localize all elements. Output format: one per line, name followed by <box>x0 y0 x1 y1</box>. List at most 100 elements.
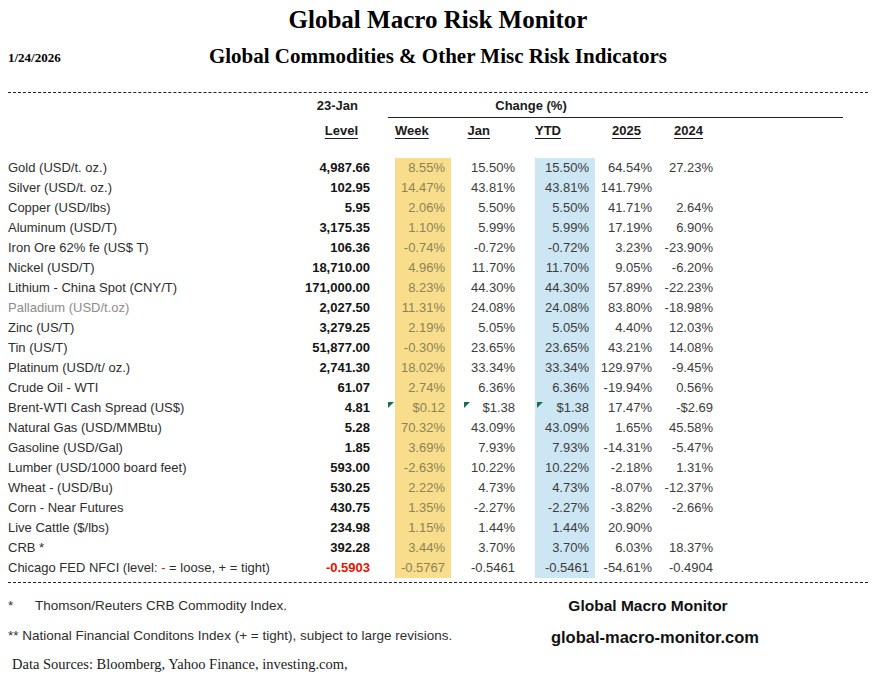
ytd-change-value: $1.38 <box>535 398 595 418</box>
level-date-header: 23-Jan <box>296 97 374 115</box>
week-change-value: 3.69% <box>395 438 451 458</box>
footnote-crb: *Thomson/Reuters CRB Commodity Index. <box>8 598 287 613</box>
jan-change-value: 5.05% <box>451 318 517 338</box>
jan-change-value: 5.50% <box>451 198 517 218</box>
week-change-value: 2.06% <box>395 198 451 218</box>
2024-change-value: -23.90% <box>655 238 715 258</box>
2025-change-value: 17.19% <box>595 218 655 238</box>
2024-change-value <box>655 178 715 198</box>
2025-change-value: -3.82% <box>595 498 655 518</box>
table-row: Chicago FED NFCI (level: - = loose, + = … <box>0 558 876 578</box>
jan-change-value: 6.36% <box>451 378 517 398</box>
week-change-value: 8.55% <box>395 158 451 178</box>
2025-change-value: 83.80% <box>595 298 655 318</box>
level-value: 171,000.00 <box>296 278 374 298</box>
row-label: Wheat - (USD/Bu) <box>0 478 296 498</box>
row-label: Natural Gas (USD/MMBtu) <box>0 418 296 438</box>
level-value: 5.95 <box>296 198 374 218</box>
table-row: Copper (USD/lbs) 5.95 2.06% 5.50% 5.50% … <box>0 198 876 218</box>
table-row: Lithium - China Spot (CNY/T) 171,000.00 … <box>0 278 876 298</box>
jan-change-value: -0.72% <box>451 238 517 258</box>
2025-change-value: 141.79% <box>595 178 655 198</box>
table-row: Nickel (USD/T) 18,710.00 4.96% 11.70% 11… <box>0 258 876 278</box>
jan-change-value: 11.70% <box>451 258 517 278</box>
jan-change-value: 5.99% <box>451 218 517 238</box>
row-label: Crude Oil - WTI <box>0 378 296 398</box>
week-change-value: 70.32% <box>395 418 451 438</box>
2025-change-value: 4.40% <box>595 318 655 338</box>
row-label: Silver (USD/t. oz.) <box>0 178 296 198</box>
ytd-change-value: 11.70% <box>535 258 595 278</box>
table-row: Aluminum (USD/T) 3,175.35 1.10% 5.99% 5.… <box>0 218 876 238</box>
week-change-value: 14.47% <box>395 178 451 198</box>
page-subtitle: Global Commodities & Other Misc Risk Ind… <box>0 44 876 69</box>
2024-change-value: 45.58% <box>655 418 715 438</box>
2025-change-value: 41.71% <box>595 198 655 218</box>
row-label: Brent-WTI Cash Spread (US$) <box>0 398 296 418</box>
jan-change-value: 7.93% <box>451 438 517 458</box>
level-value: 4.81 <box>296 398 374 418</box>
row-label: Zinc (US/T) <box>0 318 296 338</box>
table-row: Lumber (USD/1000 board feet) 593.00 -2.6… <box>0 458 876 478</box>
week-change-value: 2.74% <box>395 378 451 398</box>
jan-change-value: -2.27% <box>451 498 517 518</box>
jan-change-value: 43.81% <box>451 178 517 198</box>
2025-column-header: 2025 <box>595 122 655 140</box>
2024-column-header: 2024 <box>655 122 715 140</box>
footnote-asterisk: * <box>8 598 35 613</box>
level-value: 593.00 <box>296 458 374 478</box>
table-row: Iron Ore 62% fe (US$ T) 106.36 -0.74% -0… <box>0 238 876 258</box>
table-row: Palladium (USD/t.oz) 2,027.50 11.31% 24.… <box>0 298 876 318</box>
2024-change-value: -12.37% <box>655 478 715 498</box>
2025-change-value: 9.05% <box>595 258 655 278</box>
ytd-change-value: 43.09% <box>535 418 595 438</box>
2025-change-value: -19.94% <box>595 378 655 398</box>
week-change-value: 1.15% <box>395 518 451 538</box>
ytd-change-value: 5.99% <box>535 218 595 238</box>
top-divider <box>8 92 868 93</box>
row-label: Tin (US/T) <box>0 338 296 358</box>
2024-change-value: 12.03% <box>655 318 715 338</box>
ytd-change-value: 23.65% <box>535 338 595 358</box>
2025-change-value: -8.07% <box>595 478 655 498</box>
ytd-change-value: 33.34% <box>535 358 595 378</box>
ytd-change-value: 24.08% <box>535 298 595 318</box>
table-row: Gasoline (USD/Gal) 1.85 3.69% 7.93% 7.93… <box>0 438 876 458</box>
week-change-value: 2.19% <box>395 318 451 338</box>
week-change-value: -0.5767 <box>395 558 451 578</box>
level-value: 2,027.50 <box>296 298 374 318</box>
2024-change-value: 0.56% <box>655 378 715 398</box>
2025-change-value: 64.54% <box>595 158 655 178</box>
ytd-change-value: 5.50% <box>535 198 595 218</box>
row-label: Chicago FED NFCI (level: - = loose, + = … <box>0 558 296 578</box>
jan-change-value: 23.65% <box>451 338 517 358</box>
table-row: Corn - Near Futures 430.75 1.35% -2.27% … <box>0 498 876 518</box>
level-value: 102.95 <box>296 178 374 198</box>
2025-change-value: 17.47% <box>595 398 655 418</box>
bottom-divider <box>8 582 868 583</box>
week-change-value: 3.44% <box>395 538 451 558</box>
ytd-change-value: 6.36% <box>535 378 595 398</box>
week-change-value: 11.31% <box>395 298 451 318</box>
ytd-change-value: 1.44% <box>535 518 595 538</box>
table-body: Gold (USD/t. oz.) 4,987.66 8.55% 15.50% … <box>0 158 876 578</box>
2024-change-value: 1.31% <box>655 458 715 478</box>
table-row: Natural Gas (USD/MMBtu) 5.28 70.32% 43.0… <box>0 418 876 438</box>
report-sheet: 1/24/2026 Global Macro Risk Monitor Glob… <box>0 0 876 684</box>
data-sources: Data Sources: Bloomberg, Yahoo Finance, … <box>12 656 348 673</box>
2024-change-value: -6.20% <box>655 258 715 278</box>
ytd-change-value: -2.27% <box>535 498 595 518</box>
jan-column-header: Jan <box>451 122 517 140</box>
2024-change-value <box>655 518 715 538</box>
jan-change-value: 24.08% <box>451 298 517 318</box>
ytd-change-value: 43.81% <box>535 178 595 198</box>
2025-change-value: 3.23% <box>595 238 655 258</box>
week-change-value: 4.96% <box>395 258 451 278</box>
level-value: 3,175.35 <box>296 218 374 238</box>
2024-change-value: -22.23% <box>655 278 715 298</box>
footnote-crb-text: Thomson/Reuters CRB Commodity Index. <box>35 598 287 613</box>
row-label: Gold (USD/t. oz.) <box>0 158 296 178</box>
week-change-value: -2.63% <box>395 458 451 478</box>
footnote-nfci: ** National Financial Conditons Index (+… <box>8 628 452 643</box>
2025-change-value: 6.03% <box>595 538 655 558</box>
